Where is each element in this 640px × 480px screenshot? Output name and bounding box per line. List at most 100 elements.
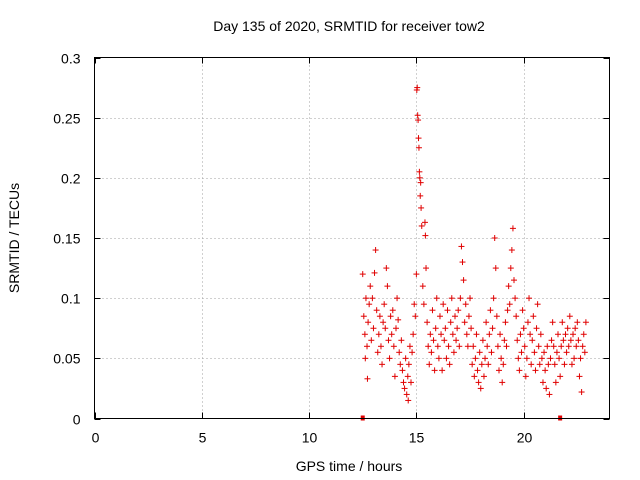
x-tick-label: 20: [517, 430, 533, 446]
data-point: [397, 361, 404, 368]
data-point: [537, 331, 544, 338]
data-point: [524, 319, 531, 326]
data-point: [488, 349, 495, 356]
data-point: [513, 313, 520, 320]
data-point: [381, 301, 388, 308]
data-point: [574, 319, 581, 326]
x-tick-label: 10: [302, 430, 318, 446]
data-point: [550, 343, 557, 350]
data-point: [394, 295, 401, 302]
data-point: [465, 313, 472, 320]
data-point: [511, 277, 518, 284]
data-point: [392, 325, 399, 332]
data-point: [409, 349, 416, 356]
data-point: [542, 367, 549, 374]
data-point: [403, 391, 410, 398]
data-point: [576, 373, 583, 380]
data-point: [362, 295, 369, 302]
data-point: [453, 337, 460, 344]
data-point: [532, 367, 539, 374]
data-point: [483, 319, 490, 326]
data-point: [388, 331, 395, 338]
data-point: [418, 222, 425, 229]
data-point: [504, 307, 511, 314]
data-point: [528, 361, 535, 368]
data-point: [456, 343, 463, 350]
axis-ticks: 0 5 10 15 20 0 0.05 0.1 0.15 0.2 0.25 0.3: [53, 51, 610, 446]
data-point: [470, 343, 477, 350]
data-point: [489, 325, 496, 332]
data-point: [472, 355, 479, 362]
data-point: [424, 319, 431, 326]
data-point: [565, 343, 572, 350]
data-point: [493, 313, 500, 320]
data-point: [462, 301, 469, 308]
data-point: [536, 361, 543, 368]
data-point: [541, 349, 548, 356]
data-point: [418, 204, 425, 211]
data-point: [523, 355, 530, 362]
data-point: [362, 355, 369, 362]
data-point: [399, 367, 406, 374]
data-point: [530, 313, 537, 320]
data-point: [531, 349, 538, 356]
data-point: [517, 331, 524, 338]
data-point: [502, 319, 509, 326]
data-point: [449, 331, 456, 338]
data-point: [514, 337, 521, 344]
data-point: [446, 361, 453, 368]
data-point: [380, 319, 387, 326]
data-point: [438, 331, 445, 338]
data-point: [503, 343, 510, 350]
data-point: [426, 361, 433, 368]
data-point: [432, 325, 439, 332]
data-point: [568, 361, 575, 368]
data-point: [391, 373, 398, 380]
data-point: [430, 337, 437, 344]
data-point: [361, 331, 368, 338]
data-point: [564, 325, 571, 332]
data-point: [383, 265, 390, 272]
data-point: [556, 355, 563, 362]
data-point: [461, 319, 468, 326]
data-point: [479, 337, 486, 344]
data-point: [417, 192, 424, 199]
data-point: [480, 373, 487, 380]
data-point: [443, 355, 450, 362]
data-point: [402, 355, 409, 362]
data-point: [492, 265, 499, 272]
data-point: [412, 313, 419, 320]
data-point: [398, 337, 405, 344]
y-tick-label: 0.3: [61, 51, 81, 67]
data-point: [486, 331, 493, 338]
data-point: [421, 219, 428, 226]
data-point: [538, 355, 545, 362]
data-point: [547, 355, 554, 362]
data-point: [516, 367, 523, 374]
data-point: [366, 301, 373, 308]
data-point: [546, 391, 553, 398]
data-point: [534, 301, 541, 308]
data-point: [408, 379, 415, 386]
data-point: [575, 337, 582, 344]
data-point: [379, 361, 386, 368]
data-point: [581, 349, 588, 356]
data-point: [445, 343, 452, 350]
data-point: [382, 325, 389, 332]
data-point: [519, 307, 526, 314]
data-point: [498, 355, 505, 362]
data-point: [359, 271, 366, 278]
data-point: [475, 379, 482, 386]
data-point: [444, 307, 451, 314]
data-point: [415, 144, 422, 151]
data-point: [372, 247, 379, 254]
data-point: [467, 295, 474, 302]
data-point: [374, 349, 381, 356]
data-point: [455, 307, 462, 314]
data-point: [390, 343, 397, 350]
data-point: [545, 361, 552, 368]
data-point: [494, 343, 501, 350]
data-point: [570, 331, 577, 338]
data-point: [401, 385, 408, 392]
data-point: [518, 349, 525, 356]
